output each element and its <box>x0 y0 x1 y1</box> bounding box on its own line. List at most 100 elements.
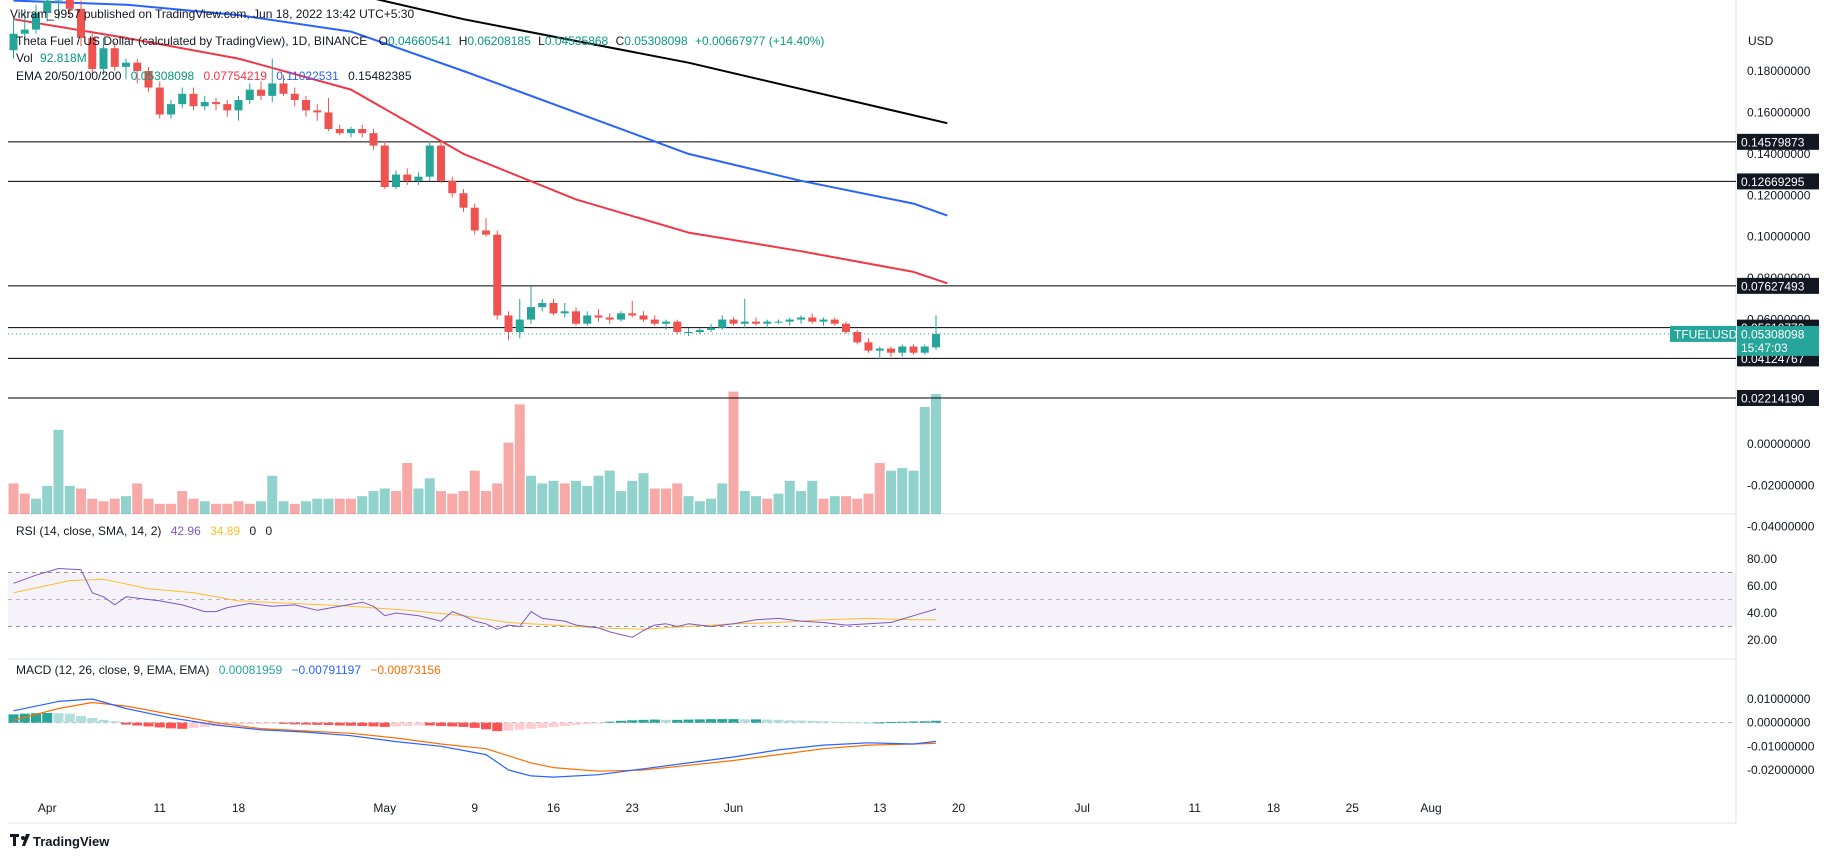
volume-bar <box>222 503 233 514</box>
macd-histogram-bar <box>571 722 581 726</box>
price-axis-tick: 0.12000000 <box>1747 188 1811 202</box>
candle-body <box>504 315 513 332</box>
time-axis-tick: 9 <box>471 801 478 815</box>
candles[interactable] <box>9 0 941 359</box>
time-axis-tick: 18 <box>232 801 246 815</box>
candle-body <box>32 13 40 30</box>
volume-bar <box>87 498 98 514</box>
candle-body <box>650 319 659 324</box>
macd-histogram-bar <box>874 722 885 724</box>
publisher-line: Vikram_9957 published on TradingView.com… <box>10 7 414 21</box>
macd-histogram-bar <box>256 722 266 724</box>
volume-bar <box>132 483 143 514</box>
candle-body <box>212 102 220 105</box>
time-axis[interactable]: Apr 11 18 May 9 16 23 Jun 13 20 Jul 11 18 25 Aug <box>38 801 1442 815</box>
footer-brand: TradingView <box>33 834 110 849</box>
candle-body <box>257 89 265 96</box>
volume-bar <box>661 488 671 514</box>
time-axis-tick: 20 <box>952 801 966 815</box>
volume-bar <box>548 480 559 514</box>
ema-legend[interactable]: EMA 20/50/100/200 0.05308098 0.07754219 … <box>16 69 412 83</box>
rsi-ma-line <box>13 578 936 630</box>
volume-bar <box>784 480 795 514</box>
macd-histogram-bar <box>661 719 671 723</box>
time-axis-tick: May <box>373 801 396 815</box>
volume-bar <box>897 468 908 514</box>
candle-body <box>43 0 52 14</box>
macd-axis: 0.01000000 0.00000000 -0.01000000 -0.020000… <box>1747 692 1815 777</box>
time-axis-tick: Jun <box>724 801 743 815</box>
symbol-legend[interactable]: Theta Fuel / US Dollar (calculated by Tr… <box>16 34 824 48</box>
macd-histogram-bar <box>278 722 289 724</box>
volume-legend[interactable]: Vol 92.818M <box>16 51 87 65</box>
volume-bar <box>571 480 581 514</box>
candle-body <box>763 321 772 324</box>
time-axis-tick: 25 <box>1346 801 1360 815</box>
macd-histogram-bar <box>42 712 53 723</box>
volume-bar <box>436 491 446 514</box>
candle-body <box>797 317 805 320</box>
candle-body <box>774 321 783 323</box>
macd-histogram-bar <box>19 713 30 723</box>
volume-bar <box>649 488 660 514</box>
volume-bar <box>694 501 705 514</box>
macd-histogram-bar <box>154 722 165 728</box>
candle-body <box>302 100 310 111</box>
macd-histogram-bar <box>87 717 98 723</box>
macd-histogram-bar <box>334 722 345 726</box>
volume-bar <box>312 498 323 514</box>
rsi-legend[interactable]: RSI (14, close, SMA, 14, 2) 42.96 34.89 … <box>16 524 273 538</box>
last-price-badge <box>1737 325 1819 356</box>
candle-body <box>167 104 175 115</box>
volume-bar <box>98 501 109 514</box>
macd-axis-tick: -0.02000000 <box>1747 763 1815 777</box>
rsi-axis-tick: 60.00 <box>1747 579 1777 593</box>
volume-bar <box>447 493 458 514</box>
macd-histogram-bar <box>233 722 244 725</box>
macd-histogram-bar <box>728 719 739 723</box>
volume-bar <box>413 488 424 514</box>
candle-body <box>538 303 547 308</box>
candle-body <box>122 62 130 67</box>
candle-body <box>864 342 873 351</box>
candle-body <box>684 332 693 333</box>
rsi-band <box>8 572 1736 627</box>
volume-bar <box>593 475 604 514</box>
macd-histogram-bar <box>616 720 626 723</box>
time-axis-tick: Apr <box>38 801 57 815</box>
volume-bar <box>177 491 188 514</box>
rsi-axis-tick: 40.00 <box>1747 606 1777 620</box>
volume-bar <box>469 470 480 514</box>
macd-histogram-bar <box>593 722 604 724</box>
macd-histogram-bar <box>289 722 300 725</box>
horizontal-levels[interactable] <box>8 141 1736 399</box>
candle-body <box>54 0 63 1</box>
macd-histogram-bar <box>211 722 221 726</box>
macd-histogram-bar <box>559 722 570 726</box>
macd-histogram-bar <box>244 722 255 725</box>
macd-histogram-bar <box>514 722 525 730</box>
macd-histogram-bar <box>98 719 109 723</box>
macd-histogram-bar <box>841 722 851 724</box>
macd-histogram-bar <box>649 719 660 723</box>
macd-histogram-bar <box>301 722 311 725</box>
volume-bar <box>42 485 53 514</box>
candle-body <box>313 110 322 113</box>
macd-legend[interactable]: MACD (12, 26, close, 9, EMA, EMA) 0.0008… <box>16 663 441 677</box>
macd-histogram-bar <box>919 721 930 723</box>
volume-bar <box>852 498 863 514</box>
macd-histogram-bar <box>132 722 143 726</box>
volume-bar <box>19 493 30 514</box>
time-axis-tick: 16 <box>547 801 561 815</box>
candle-body <box>887 348 895 353</box>
candle-body <box>223 104 232 111</box>
volume-bar <box>931 394 941 514</box>
volume-bar <box>616 491 626 514</box>
volume-bar <box>199 501 210 514</box>
candle-body <box>482 230 490 235</box>
macd-line <box>13 698 937 778</box>
volume-bar <box>289 503 300 514</box>
volume-bar <box>64 485 75 514</box>
volume-bar <box>334 498 345 514</box>
